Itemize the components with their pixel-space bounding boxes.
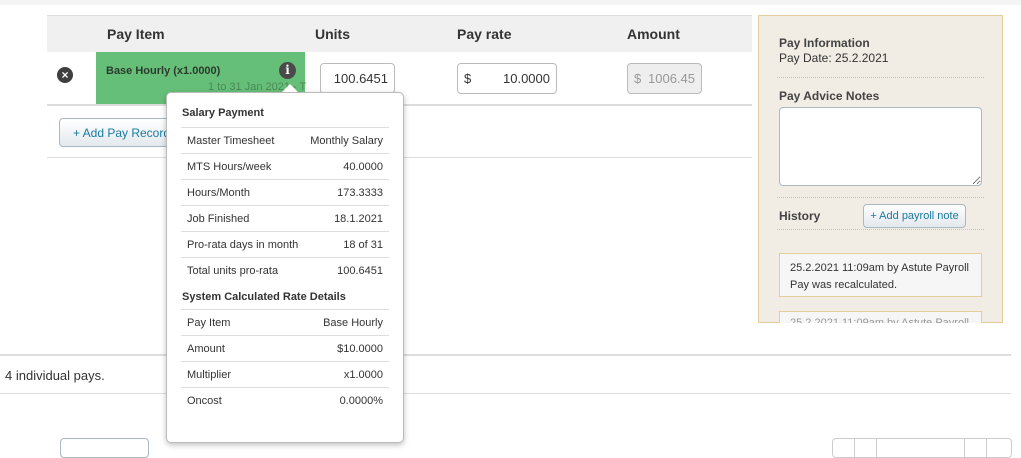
pay-info-panel: Pay Information Pay Date: 25.2.2021 Pay …: [758, 15, 1003, 323]
divider: [777, 77, 984, 78]
pay-advice-notes-textarea[interactable]: [779, 107, 982, 186]
row-label: Pay Item: [187, 316, 231, 329]
row-value: 100.6451: [337, 264, 383, 277]
header-units: Units: [315, 26, 350, 42]
popover-row: Master Timesheet Monthly Salary: [181, 127, 389, 153]
page-indicator: [877, 439, 965, 457]
popover-row: Amount $10.0000: [181, 335, 389, 361]
pay-date: Pay Date: 25.2.2021: [779, 51, 889, 65]
popover-row: Job Finished 18.1.2021: [181, 205, 389, 231]
divider: [777, 197, 984, 198]
page-last-button[interactable]: [987, 439, 1009, 457]
units-value: 100.6451: [333, 71, 388, 86]
amount-value: 1006.45: [648, 71, 695, 86]
row-label: Amount: [187, 342, 225, 355]
popover-row: MTS Hours/week 40.0000: [181, 153, 389, 179]
info-icon[interactable]: i: [279, 62, 296, 79]
row-label: Multiplier: [187, 368, 232, 381]
popover-row: Oncost 0.0000%: [181, 387, 389, 413]
amount-input: $1006.45: [627, 63, 702, 94]
history-meta: 25.2.2021 11:09am by Astute Payroll: [790, 317, 969, 323]
history-text: Pay was recalculated.: [790, 279, 897, 291]
row-value: 18 of 31: [343, 238, 383, 251]
header-pay-item: Pay Item: [107, 26, 165, 42]
popover-row: Pro-rata days in month 18 of 31: [181, 231, 389, 257]
divider: [0, 393, 1011, 394]
row-label: Hours/Month: [187, 186, 250, 199]
popover-row: Total units pro-rata 100.6451: [181, 257, 389, 283]
history-meta: 25.2.2021 11:09am by Astute Payroll: [790, 262, 969, 274]
row-value: $10.0000: [337, 342, 383, 355]
table-header: [47, 15, 752, 52]
currency-symbol: $: [464, 71, 472, 86]
header-amount: Amount: [627, 26, 680, 42]
page-prev-button[interactable]: [855, 439, 877, 457]
row-value: 40.0000: [343, 160, 383, 173]
row-label: Oncost: [187, 394, 222, 407]
popover-row: Pay Item Base Hourly: [181, 309, 389, 335]
row-value: Monthly Salary: [310, 134, 383, 147]
row-value: 0.0000%: [339, 394, 383, 407]
remove-row-icon[interactable]: ×: [57, 67, 73, 83]
row-value: Base Hourly: [323, 316, 383, 329]
pagination[interactable]: [832, 438, 1012, 458]
popover-caret: [282, 84, 298, 92]
row-value: 18.1.2021: [334, 212, 383, 225]
pay-rate-input[interactable]: $10.0000: [457, 63, 557, 94]
pay-rate-value: 10.0000: [503, 71, 550, 86]
units-input[interactable]: 100.6451: [320, 63, 395, 94]
row-label: Total units pro-rata: [187, 264, 279, 277]
pay-item-name: Base Hourly (x1.0000): [106, 65, 221, 77]
row-label: Pro-rata days in month: [187, 238, 299, 251]
row-label: Job Finished: [187, 212, 250, 225]
page-first-button[interactable]: [833, 439, 855, 457]
popover-row: Hours/Month 173.3333: [181, 179, 389, 205]
history-title: History: [779, 209, 821, 223]
bottom-button[interactable]: [60, 438, 149, 458]
top-band: [0, 0, 1021, 5]
currency-symbol: $: [634, 71, 642, 86]
history-entry: 25.2.2021 11:09am by Astute Payroll Pay …: [779, 253, 982, 297]
divider: [0, 354, 1011, 356]
summary-text: 4 individual pays.: [5, 368, 105, 383]
divider: [777, 229, 984, 230]
popover-section-title: System Calculated Rate Details: [182, 291, 346, 303]
popover-row: Multiplier x1.0000: [181, 361, 389, 387]
add-payroll-note-button[interactable]: + Add payroll note: [863, 204, 966, 228]
pay-item-period: 1 to 31 Jan 2021 - T: [208, 81, 307, 93]
row-label: MTS Hours/week: [187, 160, 272, 173]
row-value: 173.3333: [337, 186, 383, 199]
row-label: Master Timesheet: [187, 134, 275, 147]
header-pay-rate: Pay rate: [457, 26, 512, 42]
notes-title: Pay Advice Notes: [779, 89, 880, 103]
row-value: x1.0000: [343, 368, 383, 381]
popover-title: Salary Payment: [182, 107, 264, 119]
page-next-button[interactable]: [965, 439, 987, 457]
salary-payment-popover: Salary Payment Master Timesheet Monthly S…: [166, 92, 404, 443]
pay-info-title: Pay Information: [779, 36, 870, 50]
history-entry: 25.2.2021 11:09am by Astute Payroll: [779, 311, 982, 323]
